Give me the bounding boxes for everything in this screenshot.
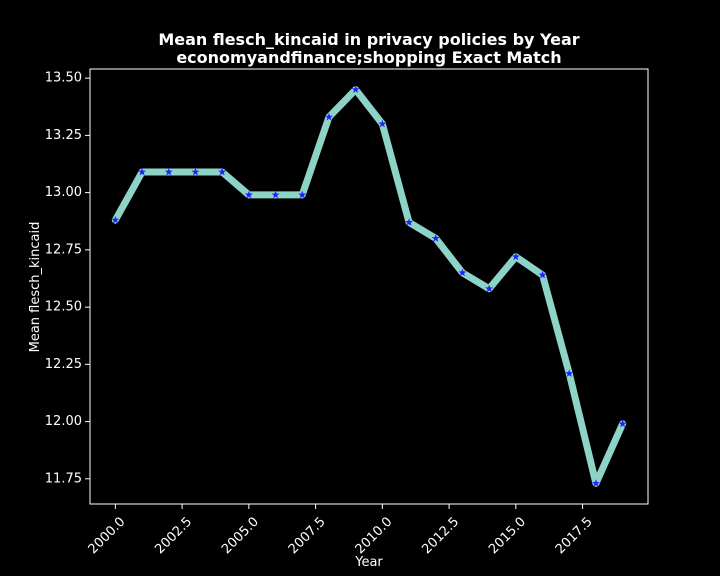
data-point-star-marker <box>351 85 360 93</box>
y-tick-label: 12.50 <box>45 300 82 315</box>
x-axis: 2000.0 2002.5 2005.0 2007.5 2010.0 2012.5 2015… <box>86 504 596 557</box>
data-point-star-marker <box>405 218 414 226</box>
data-point-star-marker <box>191 167 200 176</box>
data-point-star-marker <box>111 215 120 224</box>
y-tick-label: 13.25 <box>45 128 82 143</box>
data-point-star-marker <box>511 252 520 261</box>
x-axis-label: Year <box>354 555 383 570</box>
x-tick-label: 2015.0 <box>486 514 529 557</box>
data-point-star-marker <box>298 190 307 199</box>
data-point-star-marker <box>271 190 280 199</box>
data-point-star-marker <box>164 167 173 176</box>
data-point-star-marker <box>138 167 147 176</box>
series-layer <box>111 85 627 487</box>
x-tick-label: 2007.5 <box>286 514 329 557</box>
y-tick-label: 12.75 <box>45 242 82 257</box>
data-point-star-marker <box>485 284 494 293</box>
plot-frame <box>89 68 649 505</box>
chart-subtitle: economyandfinance;shopping Exact Match <box>176 48 561 67</box>
data-point-star-marker <box>324 112 333 121</box>
y-tick-label: 12.00 <box>45 414 82 429</box>
x-tick-label: 2000.0 <box>86 514 129 557</box>
data-point-star-marker <box>565 369 574 377</box>
data-point-star-marker <box>431 234 440 242</box>
chart-title: Mean flesch_kincaid in privacy policies … <box>158 30 579 49</box>
y-axis-label: Mean flesch_kincaid <box>28 222 43 353</box>
x-tick-label: 2012.5 <box>419 514 462 557</box>
x-tick-label: 2017.5 <box>553 514 596 557</box>
data-point-star-marker <box>244 190 253 199</box>
y-tick-label: 12.25 <box>45 357 82 372</box>
x-tick-label: 2005.0 <box>219 514 262 557</box>
data-point-star-marker <box>218 167 227 176</box>
y-tick-label: 11.75 <box>45 471 82 486</box>
data-point-star-marker <box>458 268 467 277</box>
data-point-star-marker <box>538 270 547 279</box>
data-point-star-marker <box>591 479 600 487</box>
y-tick-label: 13.00 <box>45 185 82 200</box>
series-line <box>111 86 627 487</box>
y-tick-label: 13.50 <box>45 71 82 86</box>
data-point-star-marker <box>378 119 387 128</box>
x-tick-label: 2010.0 <box>353 514 396 557</box>
data-point-star-marker <box>618 419 627 428</box>
x-tick-label: 2002.5 <box>152 514 195 557</box>
y-axis: 11.75 12.00 12.25 12.50 12.75 13.00 13.25 13.50 <box>45 71 90 486</box>
